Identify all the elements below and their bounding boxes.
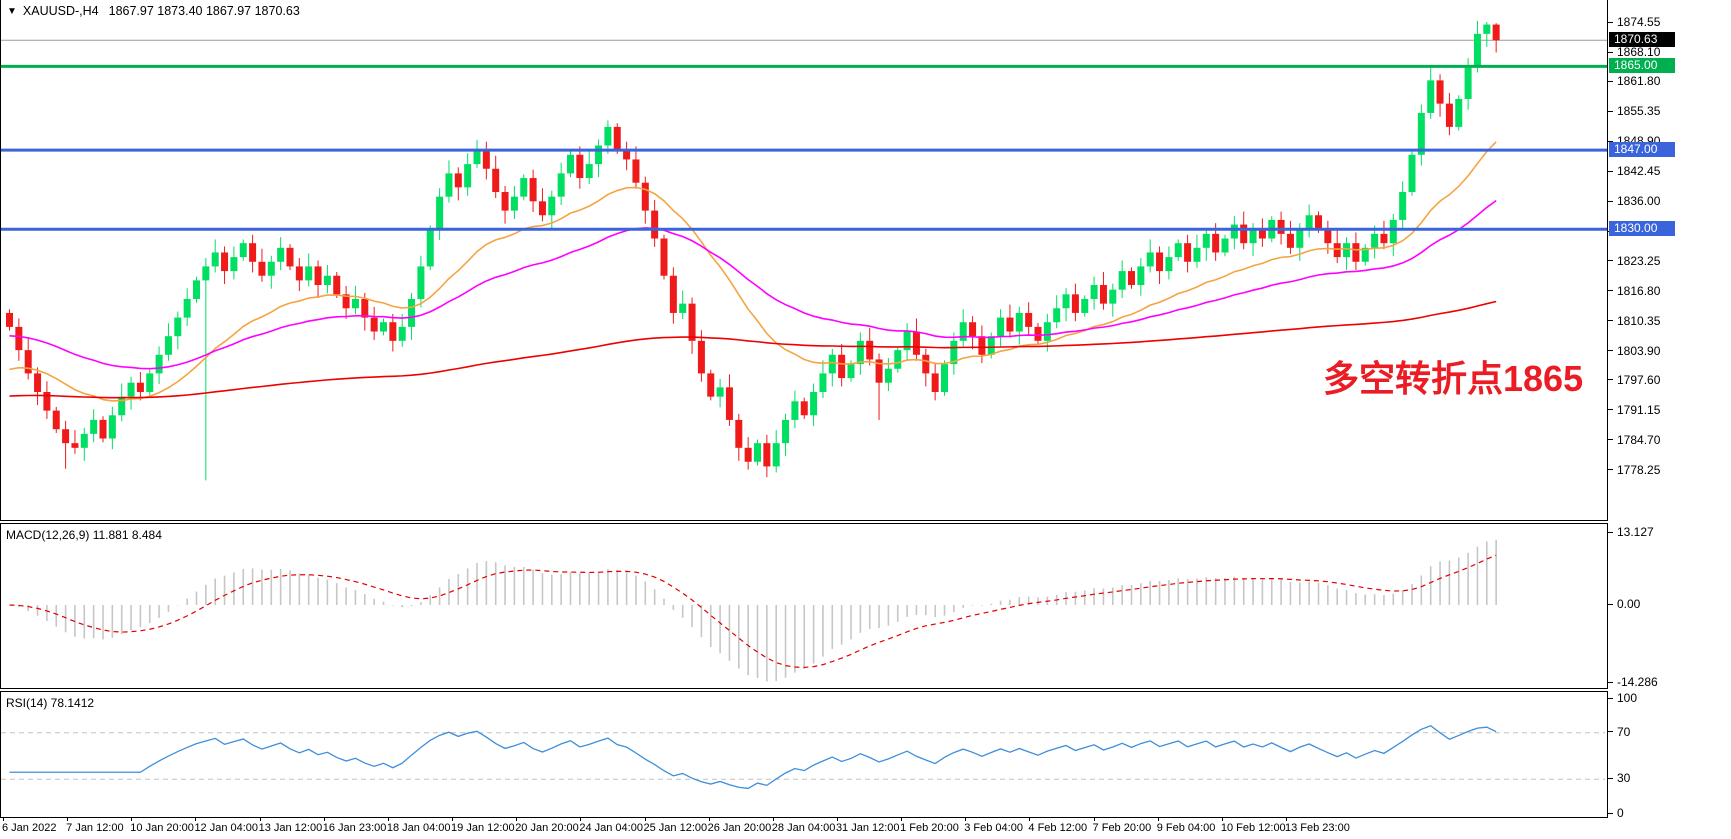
time-tick [772, 818, 774, 821]
axis-tick: 1868.10 [1608, 45, 1660, 59]
time-tick [452, 818, 454, 821]
time-tick [67, 818, 69, 821]
time-axis-label: 6 Jan 2022 [2, 822, 57, 834]
axis-tick: 1797.60 [1608, 373, 1660, 387]
time-axis-label: 25 Jan 12:00 [643, 822, 708, 834]
time-tick [901, 818, 903, 821]
axis-tick: 1836.00 [1608, 194, 1660, 208]
time-axis-label: 19 Jan 12:00 [451, 822, 515, 834]
time-tick [1157, 818, 1159, 821]
time-axis-label: 28 Jan 04:00 [771, 822, 836, 834]
time-axis-label: 13 Jan 12:00 [258, 822, 323, 834]
time-tick [3, 818, 4, 821]
time-tick [516, 818, 518, 821]
price-chart-panel: ▼ XAUUSD-,H4 1867.97 1873.40 1867.97 187… [0, 0, 1608, 521]
axis-tick: 1823.25 [1608, 254, 1660, 268]
price-level-badge: 1830.00 [1609, 221, 1675, 237]
time-axis-label: 4 Feb 12:00 [1028, 822, 1088, 834]
rsi-indicator-panel: RSI(14) 78.1412 [0, 691, 1608, 818]
rsi-canvas[interactable] [1, 692, 1605, 815]
trend-annotation-text[interactable]: 多空转折点1865 [1323, 358, 1584, 399]
time-tick [644, 818, 646, 821]
time-axis-label: 3 Feb 04:00 [964, 822, 1023, 834]
axis-tick: 1778.25 [1608, 463, 1660, 477]
axis-tick: 1791.15 [1608, 403, 1660, 417]
axis-tick: 30 [1608, 771, 1630, 785]
time-tick [387, 818, 389, 821]
price-level-badge: 1847.00 [1609, 142, 1675, 158]
axis-tick: 1784.70 [1608, 433, 1660, 447]
axis-tick: 70 [1608, 725, 1630, 739]
time-axis-label: 10 Feb 12:00 [1220, 822, 1286, 834]
time-axis-label: 9 Feb 04:00 [1156, 822, 1216, 834]
macd-label: MACD(12,26,9) 11.881 8.484 [6, 528, 162, 542]
time-axis-label: 13 Feb 23:00 [1285, 822, 1350, 834]
time-tick [836, 818, 838, 821]
axis-tick: 13.127 [1608, 525, 1654, 539]
time-axis-label: 18 Jan 04:00 [386, 822, 451, 834]
time-axis-label: 20 Jan 20:00 [515, 822, 579, 834]
time-tick [131, 818, 133, 821]
time-tick [965, 818, 967, 821]
time-tick [259, 818, 261, 821]
current-price-badge: 1870.63 [1609, 32, 1675, 48]
axis-tick: 100 [1608, 691, 1637, 705]
time-tick [1029, 818, 1031, 821]
ohlc-readout: 1867.97 1873.40 1867.97 1870.63 [108, 4, 300, 18]
rsi-axis[interactable]: 100 70 30 0 [1608, 691, 1731, 820]
time-tick [1286, 818, 1287, 821]
axis-tick: 1816.80 [1608, 284, 1660, 298]
axis-tick: 1810.35 [1608, 314, 1660, 328]
time-axis-label: 7 Feb 20:00 [1092, 822, 1152, 834]
time-axis-label: 31 Jan 12:00 [835, 822, 900, 834]
macd-canvas[interactable] [1, 524, 1605, 686]
time-axis-label: 12 Jan 04:00 [194, 822, 259, 834]
collapse-chart-icon[interactable]: ▼ [7, 5, 17, 17]
macd-indicator-panel: MACD(12,26,9) 11.881 8.484 [0, 523, 1608, 689]
axis-tick: 0 [1608, 806, 1624, 820]
price-axis[interactable]: 1874.551868.101861.801855.351848.901842.… [1608, 0, 1731, 521]
axis-tick: 1803.90 [1608, 344, 1660, 358]
symbol-timeframe-label: XAUUSD-,H4 [22, 4, 99, 18]
time-tick [195, 818, 197, 821]
axis-tick: 1855.35 [1608, 104, 1660, 118]
axis-tick: 1842.45 [1608, 164, 1660, 178]
price-chart-canvas[interactable] [1, 0, 1607, 520]
axis-tick: -14.286 [1608, 675, 1658, 689]
time-tick [323, 818, 325, 821]
axis-tick: 0.00 [1608, 597, 1640, 611]
time-tick [1221, 818, 1223, 821]
macd-axis[interactable]: 13.127 0.00 -14.286 [1608, 523, 1731, 689]
symbol-header: ▼ XAUUSD-,H4 1867.97 1873.40 1867.97 187… [7, 4, 300, 18]
axis-tick: 1874.55 [1608, 15, 1660, 29]
time-tick [1093, 818, 1095, 821]
time-axis-label: 1 Feb 20:00 [900, 822, 959, 834]
axis-tick: 1861.80 [1608, 74, 1660, 88]
time-axis-label: 10 Jan 20:00 [130, 822, 194, 834]
time-axis-label: 24 Jan 04:00 [579, 822, 643, 834]
time-tick [708, 818, 710, 821]
time-axis-label: 7 Jan 12:00 [66, 822, 124, 834]
rsi-label: RSI(14) 78.1412 [6, 696, 95, 710]
time-tick [580, 818, 582, 821]
time-axis[interactable]: 6 Jan 2022 7 Jan 12:00 10 Jan 20:00 12 Jan … [0, 818, 1731, 839]
time-axis-label: 26 Jan 20:00 [707, 822, 772, 834]
time-axis-label: 16 Jan 23:00 [322, 822, 387, 834]
price-level-badge: 1865.00 [1609, 58, 1675, 74]
